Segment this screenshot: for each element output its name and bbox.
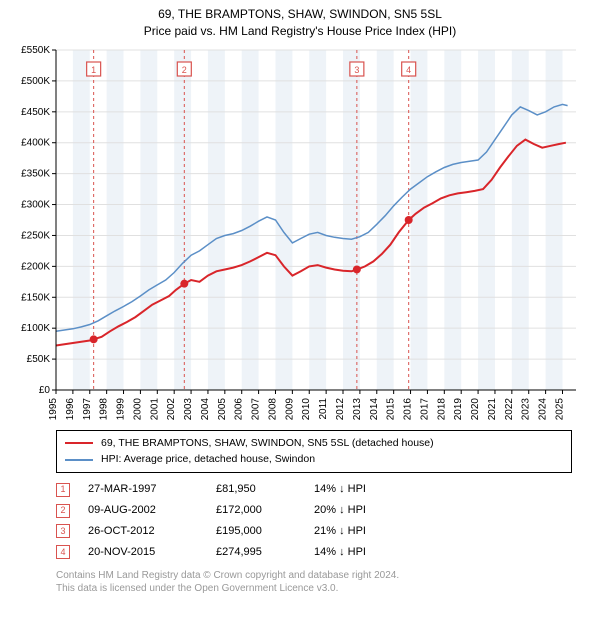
transaction-price: £81,950	[216, 479, 296, 500]
svg-text:2008: 2008	[267, 397, 278, 420]
svg-text:2020: 2020	[470, 397, 481, 420]
svg-text:£250K: £250K	[21, 230, 50, 241]
transaction-marker: 2	[56, 504, 70, 518]
legend-swatch	[65, 442, 93, 444]
svg-text:£300K: £300K	[21, 199, 50, 210]
legend-row: 69, THE BRAMPTONS, SHAW, SWINDON, SN5 5S…	[65, 435, 563, 452]
svg-text:2002: 2002	[166, 397, 177, 420]
transaction-row: 3 26-OCT-2012 £195,000 21% ↓ HPI	[56, 521, 572, 542]
svg-text:2011: 2011	[318, 397, 329, 419]
svg-text:£400K: £400K	[21, 137, 50, 148]
legend-label: 69, THE BRAMPTONS, SHAW, SWINDON, SN5 5S…	[101, 435, 434, 452]
transaction-marker: 3	[56, 524, 70, 538]
svg-text:£450K: £450K	[21, 106, 50, 117]
svg-text:£500K: £500K	[21, 76, 50, 87]
transaction-price: £195,000	[216, 521, 296, 542]
svg-text:£100K: £100K	[21, 323, 50, 334]
footnote-line1: Contains HM Land Registry data © Crown c…	[56, 569, 572, 582]
legend-label: HPI: Average price, detached house, Swin…	[101, 451, 315, 468]
svg-text:2022: 2022	[504, 397, 515, 420]
svg-text:1996: 1996	[65, 397, 76, 420]
transaction-price: £172,000	[216, 500, 296, 521]
svg-text:2025: 2025	[554, 397, 565, 420]
svg-text:2005: 2005	[217, 397, 228, 420]
svg-text:1995: 1995	[48, 397, 59, 420]
svg-text:£550K: £550K	[21, 45, 50, 56]
svg-text:2007: 2007	[251, 397, 262, 420]
svg-text:2014: 2014	[369, 397, 380, 420]
transaction-date: 26-OCT-2012	[88, 521, 198, 542]
chart: 1 2 3 4 £0 £50K £100K £150K £200K £250K £300K £350K…	[0, 42, 600, 422]
svg-text:2010: 2010	[301, 397, 312, 420]
transaction-delta: 14% ↓ HPI	[314, 479, 394, 500]
transaction-date: 27-MAR-1997	[88, 479, 198, 500]
title-subtitle: Price paid vs. HM Land Registry's House …	[0, 23, 600, 40]
transaction-row: 1 27-MAR-1997 £81,950 14% ↓ HPI	[56, 479, 572, 500]
transaction-date: 20-NOV-2015	[88, 542, 198, 563]
svg-text:4: 4	[406, 65, 411, 75]
transaction-row: 2 09-AUG-2002 £172,000 20% ↓ HPI	[56, 500, 572, 521]
svg-text:£350K: £350K	[21, 168, 50, 179]
svg-text:2024: 2024	[538, 397, 549, 420]
svg-text:2021: 2021	[487, 397, 498, 420]
legend-swatch	[65, 459, 93, 461]
svg-text:3: 3	[354, 65, 359, 75]
svg-text:£150K: £150K	[21, 292, 50, 303]
svg-text:£0: £0	[39, 385, 51, 396]
svg-text:2019: 2019	[453, 397, 464, 420]
svg-text:2015: 2015	[386, 397, 397, 420]
svg-text:2012: 2012	[335, 397, 346, 420]
transactions-table: 1 27-MAR-1997 £81,950 14% ↓ HPI 2 09-AUG-2002…	[56, 479, 572, 563]
svg-text:2009: 2009	[284, 397, 295, 420]
transaction-date: 09-AUG-2002	[88, 500, 198, 521]
svg-text:1: 1	[91, 65, 96, 75]
svg-text:£200K: £200K	[21, 261, 50, 272]
chart-container: 69, THE BRAMPTONS, SHAW, SWINDON, SN5 5S…	[0, 0, 600, 595]
svg-text:1997: 1997	[82, 397, 93, 420]
transaction-row: 4 20-NOV-2015 £274,995 14% ↓ HPI	[56, 542, 572, 563]
transaction-marker: 4	[56, 545, 70, 559]
svg-text:2017: 2017	[419, 397, 430, 420]
svg-text:2006: 2006	[234, 397, 245, 420]
footnote-line2: This data is licensed under the Open Gov…	[56, 582, 572, 595]
svg-text:2003: 2003	[183, 397, 194, 420]
svg-text:2001: 2001	[149, 397, 160, 420]
title-address: 69, THE BRAMPTONS, SHAW, SWINDON, SN5 5S…	[0, 6, 600, 23]
legend: 69, THE BRAMPTONS, SHAW, SWINDON, SN5 5S…	[56, 430, 572, 474]
svg-text:2016: 2016	[403, 397, 414, 420]
transaction-marker: 1	[56, 483, 70, 497]
svg-text:1998: 1998	[99, 397, 110, 420]
svg-text:2004: 2004	[200, 397, 211, 420]
svg-text:2023: 2023	[521, 397, 532, 420]
footnote: Contains HM Land Registry data © Crown c…	[56, 569, 572, 595]
svg-text:£50K: £50K	[27, 354, 51, 365]
transaction-delta: 20% ↓ HPI	[314, 500, 394, 521]
svg-text:2018: 2018	[436, 397, 447, 420]
svg-text:2013: 2013	[352, 397, 363, 420]
svg-text:1999: 1999	[116, 397, 127, 420]
transaction-delta: 14% ↓ HPI	[314, 542, 394, 563]
svg-text:2000: 2000	[132, 397, 143, 420]
transaction-price: £274,995	[216, 542, 296, 563]
legend-row: HPI: Average price, detached house, Swin…	[65, 451, 563, 468]
title-block: 69, THE BRAMPTONS, SHAW, SWINDON, SN5 5S…	[0, 0, 600, 42]
svg-text:2: 2	[182, 65, 187, 75]
chart-svg: 1 2 3 4 £0 £50K £100K £150K £200K £250K £300K £350K…	[0, 42, 600, 422]
transaction-delta: 21% ↓ HPI	[314, 521, 394, 542]
